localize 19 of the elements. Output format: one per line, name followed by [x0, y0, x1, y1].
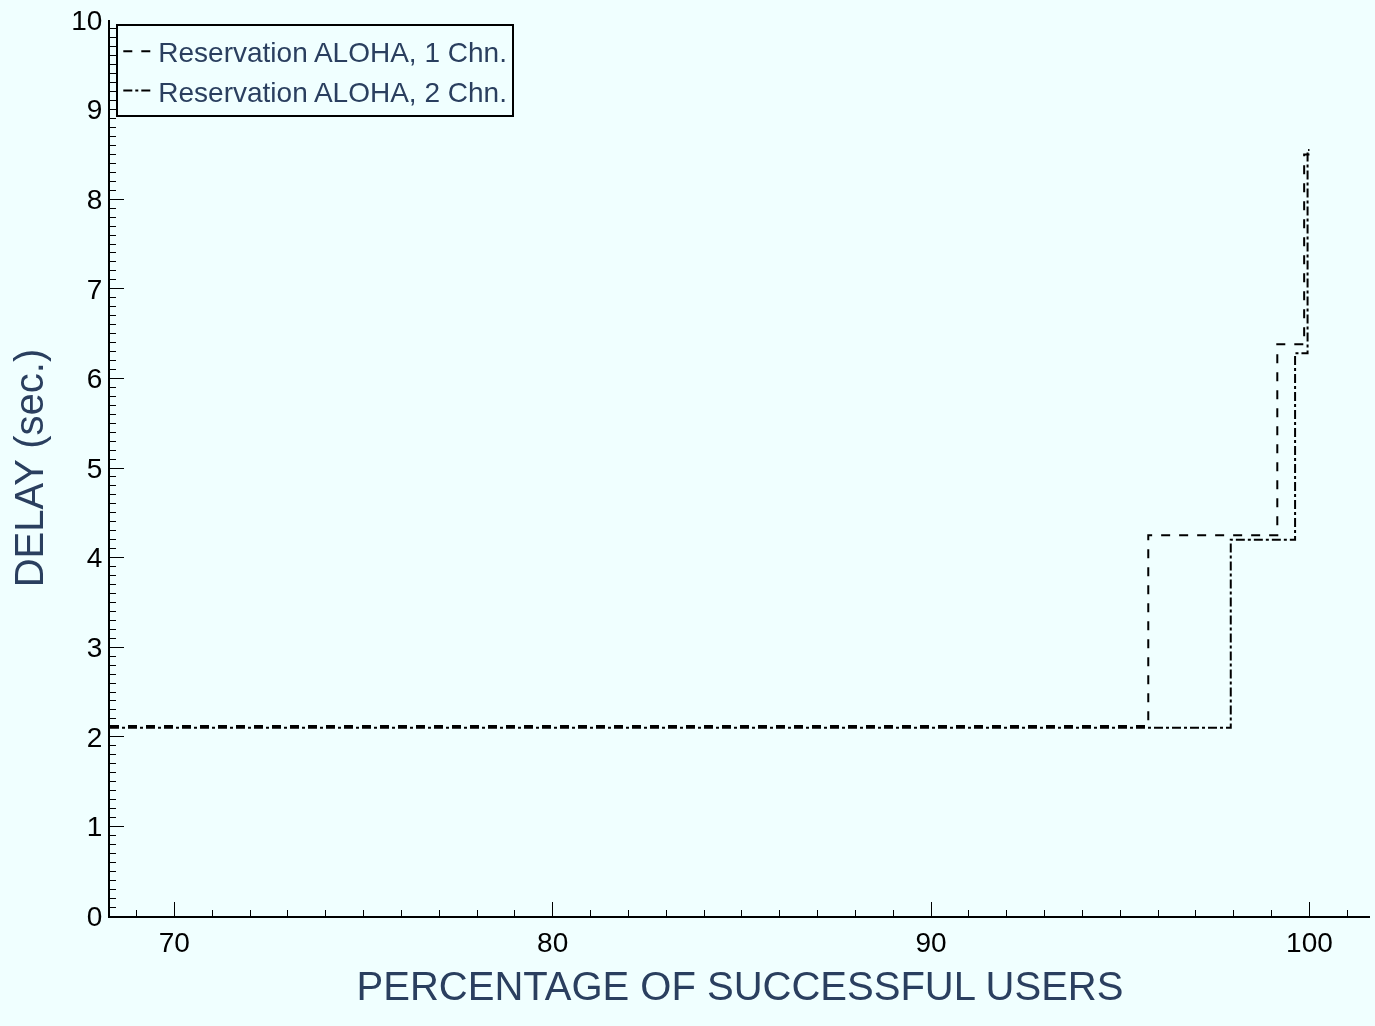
y-tick-label: 10: [71, 4, 103, 36]
x-tick-label: 70: [158, 926, 190, 958]
y-tick-label: 0: [86, 900, 103, 932]
legend-label: Reservation ALOHA, 1 Chn.: [158, 37, 507, 69]
y-tick-label: 5: [86, 452, 103, 484]
x-tick-label: 90: [915, 926, 947, 958]
y-tick-label: 4: [86, 542, 103, 574]
x-axis-title: PERCENTAGE OF SUCCESSFUL USERS: [356, 963, 1124, 1008]
legend-label: Reservation ALOHA, 2 Chn.: [158, 76, 507, 108]
y-tick-label: 9: [86, 94, 103, 126]
y-tick-label: 2: [86, 721, 103, 753]
x-tick-label: 80: [537, 926, 569, 958]
y-axis-title: DELAY (sec.): [7, 348, 52, 588]
y-tick-label: 7: [86, 273, 103, 305]
y-tick-label: 1: [86, 811, 103, 843]
y-tick-label: 8: [86, 184, 103, 215]
y-tick-label: 6: [86, 363, 103, 395]
y-tick-label: 3: [86, 632, 103, 663]
x-tick-label: 100: [1286, 926, 1333, 958]
